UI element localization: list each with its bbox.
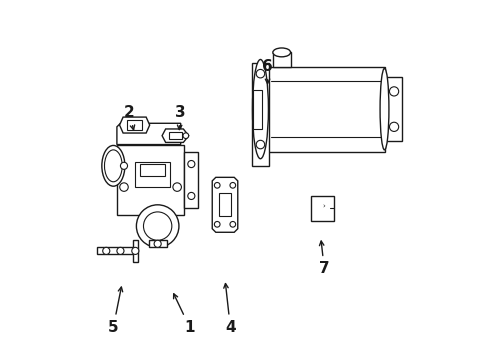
Polygon shape [97, 240, 138, 261]
Text: 6: 6 [262, 59, 272, 84]
Circle shape [229, 221, 235, 227]
Circle shape [117, 247, 124, 255]
Ellipse shape [272, 48, 290, 57]
Circle shape [187, 192, 195, 199]
Circle shape [214, 221, 220, 227]
Polygon shape [117, 145, 184, 215]
Circle shape [120, 183, 128, 192]
Circle shape [187, 161, 195, 168]
Polygon shape [310, 196, 333, 221]
Circle shape [229, 183, 235, 188]
Polygon shape [253, 90, 262, 129]
Circle shape [256, 69, 264, 78]
Polygon shape [140, 164, 164, 176]
Polygon shape [219, 193, 230, 216]
Circle shape [143, 212, 171, 240]
Polygon shape [134, 162, 170, 187]
Circle shape [136, 205, 179, 247]
Text: 4: 4 [224, 284, 235, 334]
Polygon shape [272, 53, 290, 67]
Polygon shape [148, 240, 166, 247]
Circle shape [183, 133, 188, 139]
Text: 7: 7 [318, 241, 329, 276]
Circle shape [173, 183, 181, 192]
Circle shape [256, 140, 264, 149]
Circle shape [154, 240, 161, 247]
Ellipse shape [252, 59, 268, 159]
Circle shape [388, 122, 398, 131]
Polygon shape [169, 132, 182, 139]
Polygon shape [126, 121, 142, 130]
Text: 5: 5 [108, 287, 122, 334]
Ellipse shape [104, 150, 122, 182]
Polygon shape [117, 123, 181, 145]
Polygon shape [184, 152, 198, 208]
Polygon shape [267, 67, 384, 152]
Text: 3: 3 [175, 105, 185, 130]
Polygon shape [119, 117, 149, 133]
Circle shape [388, 87, 398, 96]
Circle shape [120, 162, 127, 169]
Polygon shape [251, 63, 269, 166]
Circle shape [102, 247, 110, 255]
Ellipse shape [379, 68, 388, 150]
Polygon shape [386, 77, 402, 141]
Circle shape [132, 247, 139, 255]
Text: ›: › [322, 204, 325, 210]
Text: 2: 2 [123, 105, 134, 130]
Polygon shape [162, 129, 188, 143]
Circle shape [214, 183, 220, 188]
Text: 1: 1 [173, 294, 194, 334]
Ellipse shape [102, 145, 124, 186]
Polygon shape [212, 177, 237, 232]
